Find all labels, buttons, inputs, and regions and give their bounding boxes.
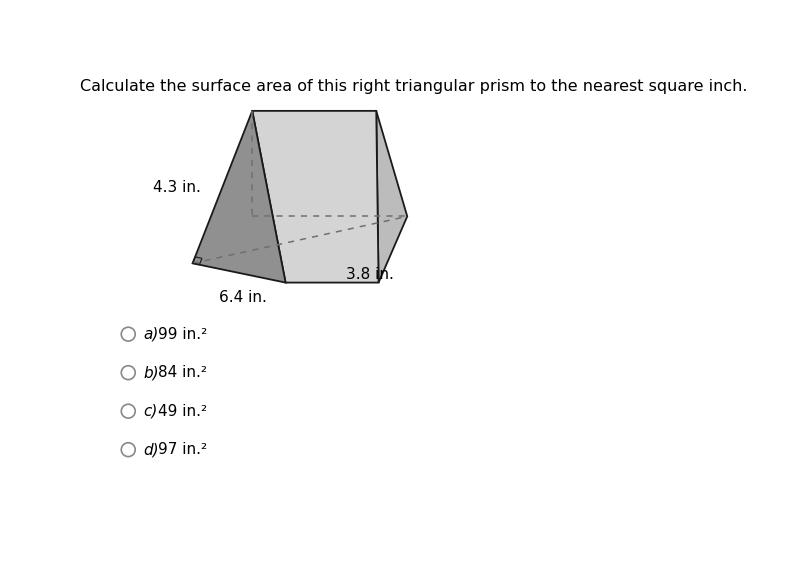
Text: c): c) xyxy=(144,404,158,419)
Text: 6.4 in.: 6.4 in. xyxy=(219,290,267,305)
Polygon shape xyxy=(376,111,407,283)
Text: a): a) xyxy=(144,327,159,341)
Text: 49 in.²: 49 in.² xyxy=(158,404,207,419)
Text: d): d) xyxy=(144,442,159,457)
Text: b): b) xyxy=(144,365,159,380)
Text: 84 in.²: 84 in.² xyxy=(158,365,207,380)
Text: 4.3 in.: 4.3 in. xyxy=(153,180,201,195)
Polygon shape xyxy=(252,111,379,283)
Text: 3.8 in.: 3.8 in. xyxy=(346,267,394,283)
Polygon shape xyxy=(193,111,286,283)
Text: Calculate the surface area of this right triangular prism to the nearest square : Calculate the surface area of this right… xyxy=(80,79,748,94)
Text: 97 in.²: 97 in.² xyxy=(158,442,207,457)
Text: 99 in.²: 99 in.² xyxy=(158,327,207,341)
